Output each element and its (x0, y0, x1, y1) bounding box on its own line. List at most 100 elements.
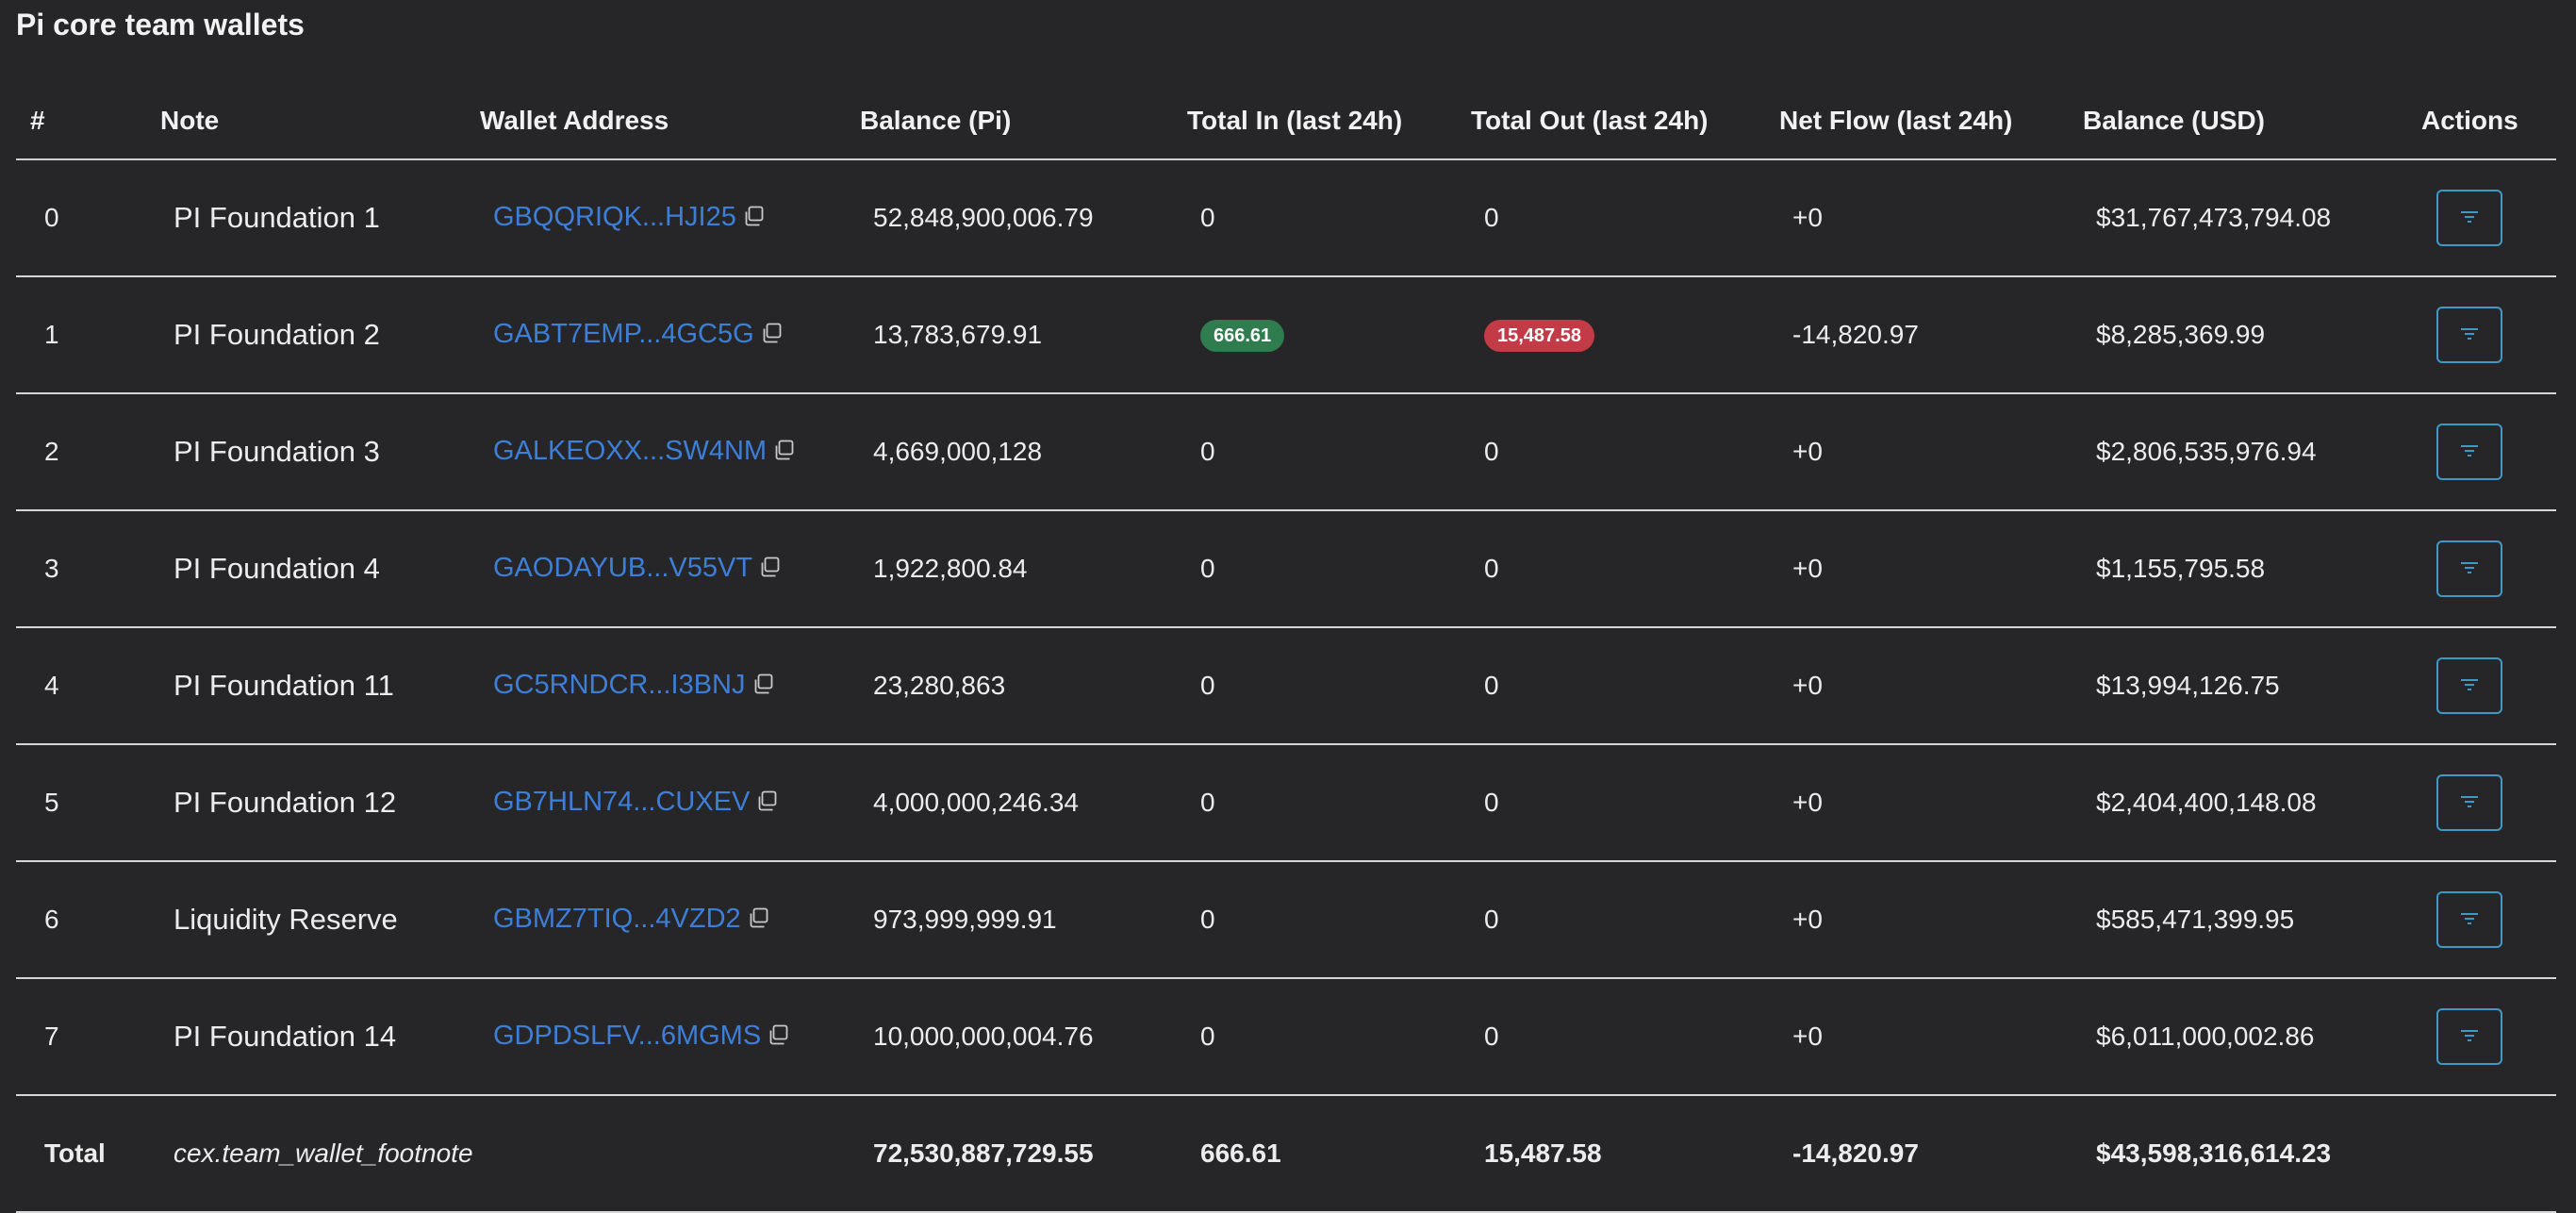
actions-cell (2421, 744, 2556, 862)
total-out-cell: 0 (1471, 393, 1779, 511)
actions-cell (2421, 978, 2556, 1096)
filter-transactions-button[interactable] (2436, 1008, 2502, 1065)
copy-icon[interactable] (751, 672, 774, 702)
total-out-cell: 15,487.58 (1471, 276, 1779, 394)
row-index: 6 (16, 861, 160, 979)
filter-icon (2459, 443, 2480, 461)
total-out-cell: 0 (1471, 159, 1779, 277)
filter-transactions-button[interactable] (2436, 190, 2502, 246)
balance-pi: 1,922,800.84 (860, 510, 1187, 628)
balance-pi: 13,783,679.91 (860, 276, 1187, 394)
wallet-note: PI Foundation 2 (160, 276, 480, 394)
wallet-note: Liquidity Reserve (160, 861, 480, 979)
balance-pi: 23,280,863 (860, 627, 1187, 745)
row-index: 4 (16, 627, 160, 745)
actions-cell (2421, 393, 2556, 511)
row-index: 5 (16, 744, 160, 862)
wallet-address-cell: GBQQRIQK...HJI25 (480, 159, 860, 277)
total-empty-cell (480, 1095, 860, 1213)
table-row: 2 PI Foundation 3 GALKEOXX...SW4NM 4,669… (16, 393, 2556, 511)
copy-icon[interactable] (758, 555, 781, 585)
balance-usd: $1,155,795.58 (2083, 510, 2421, 628)
total-out-cell: 0 (1471, 510, 1779, 628)
total-out: 15,487.58 (1471, 1095, 1779, 1213)
filter-transactions-button[interactable] (2436, 891, 2502, 948)
balance-usd: $585,471,399.95 (2083, 861, 2421, 979)
balance-pi: 4,000,000,246.34 (860, 744, 1187, 862)
header-balance-pi: Balance (Pi) (860, 83, 1187, 160)
total-out-badge: 15,487.58 (1484, 320, 1594, 352)
copy-icon[interactable] (772, 438, 795, 468)
wallet-address-link[interactable]: GALKEOXX...SW4NM (493, 436, 768, 467)
wallet-address-cell: GBMZ7TIQ...4VZD2 (480, 861, 860, 979)
copy-icon[interactable] (767, 1022, 789, 1053)
filter-transactions-button[interactable] (2436, 540, 2502, 597)
filter-icon (2459, 560, 2480, 578)
total-in-cell: 666.61 (1187, 276, 1471, 394)
wallet-note: PI Foundation 4 (160, 510, 480, 628)
balance-usd: $8,285,369.99 (2083, 276, 2421, 394)
total-in-cell: 0 (1187, 393, 1471, 511)
net-flow: +0 (1779, 393, 2083, 511)
wallets-table: # Note Wallet Address Balance (Pi) Total… (16, 83, 2556, 1213)
filter-icon (2459, 911, 2480, 929)
header-index: # (16, 83, 160, 160)
wallet-address-link[interactable]: GBMZ7TIQ...4VZD2 (493, 904, 741, 935)
total-out-cell: 0 (1471, 744, 1779, 862)
copy-icon[interactable] (742, 204, 765, 234)
wallet-address-cell: GDPDSLFV...6MGMS (480, 978, 860, 1096)
total-actions-empty (2421, 1095, 2556, 1213)
net-flow: +0 (1779, 744, 2083, 862)
wallet-address-cell: GAODAYUB...V55VT (480, 510, 860, 628)
filter-transactions-button[interactable] (2436, 307, 2502, 363)
net-flow: -14,820.97 (1779, 276, 2083, 394)
wallet-note: PI Foundation 12 (160, 744, 480, 862)
balance-usd: $2,806,535,976.94 (2083, 393, 2421, 511)
table-header-row: # Note Wallet Address Balance (Pi) Total… (16, 83, 2556, 160)
wallet-address-link[interactable]: GBQQRIQK...HJI25 (493, 202, 736, 233)
header-balance-usd: Balance (USD) (2083, 83, 2421, 160)
row-index: 3 (16, 510, 160, 628)
wallet-address-link[interactable]: GAODAYUB...V55VT (493, 553, 753, 584)
balance-usd: $6,011,000,002.86 (2083, 978, 2421, 1096)
wallet-note: PI Foundation 11 (160, 627, 480, 745)
header-net-flow: Net Flow (last 24h) (1779, 83, 2083, 160)
wallet-address-link[interactable]: GABT7EMP...4GC5G (493, 319, 754, 350)
copy-icon[interactable] (760, 321, 783, 351)
wallet-address-link[interactable]: GB7HLN74...CUXEV (493, 787, 751, 818)
balance-pi: 10,000,000,004.76 (860, 978, 1187, 1096)
total-in-cell: 0 (1187, 159, 1471, 277)
header-wallet-address: Wallet Address (480, 83, 860, 160)
table-row: 5 PI Foundation 12 GB7HLN74...CUXEV 4,00… (16, 744, 2556, 862)
copy-icon[interactable] (747, 906, 769, 936)
balance-usd: $13,994,126.75 (2083, 627, 2421, 745)
total-in-cell: 0 (1187, 744, 1471, 862)
total-out-cell: 0 (1471, 978, 1779, 1096)
wallet-note: PI Foundation 1 (160, 159, 480, 277)
total-in-cell: 0 (1187, 861, 1471, 979)
net-flow: +0 (1779, 510, 2083, 628)
copy-icon[interactable] (755, 789, 778, 819)
wallet-address-cell: GABT7EMP...4GC5G (480, 276, 860, 394)
table-row: 4 PI Foundation 11 GC5RNDCR...I3BNJ 23,2… (16, 627, 2556, 745)
total-in-cell: 0 (1187, 978, 1471, 1096)
row-index: 7 (16, 978, 160, 1096)
balance-usd: $2,404,400,148.08 (2083, 744, 2421, 862)
filter-transactions-button[interactable] (2436, 774, 2502, 831)
header-note: Note (160, 83, 480, 160)
header-actions: Actions (2421, 83, 2556, 160)
total-out-cell: 0 (1471, 627, 1779, 745)
net-flow: +0 (1779, 159, 2083, 277)
header-total-out: Total Out (last 24h) (1471, 83, 1779, 160)
wallet-address-cell: GALKEOXX...SW4NM (480, 393, 860, 511)
page-title: Pi core team wallets (16, 8, 305, 42)
filter-transactions-button[interactable] (2436, 657, 2502, 714)
filter-transactions-button[interactable] (2436, 424, 2502, 480)
filter-icon (2459, 677, 2480, 695)
actions-cell (2421, 627, 2556, 745)
actions-cell (2421, 510, 2556, 628)
wallet-address-link[interactable]: GDPDSLFV...6MGMS (493, 1021, 762, 1052)
actions-cell (2421, 276, 2556, 394)
wallet-address-link[interactable]: GC5RNDCR...I3BNJ (493, 670, 746, 701)
total-in-cell: 0 (1187, 510, 1471, 628)
